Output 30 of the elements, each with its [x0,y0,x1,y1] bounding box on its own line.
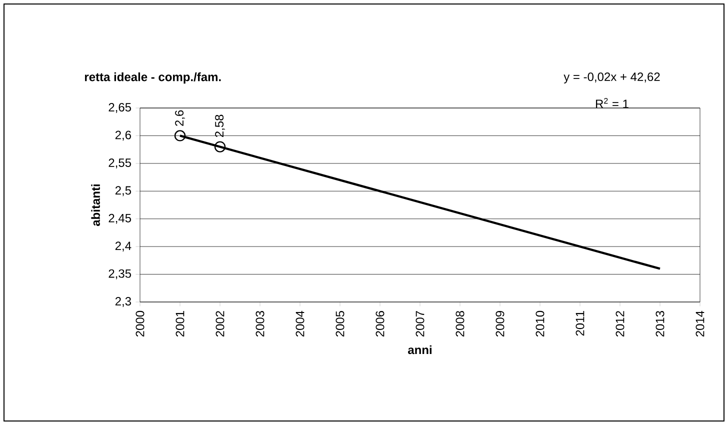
y-tick-label: 2,55 [108,158,132,168]
y-tick-label: 2,3 [115,297,132,307]
text: R$^{2}$ = 1 [596,98,628,108]
y-tick-label: 2,45 [108,214,132,224]
x-tick-label: 2000 [136,310,144,337]
x-tick-label: 2014 [696,310,704,337]
x-tick-label: 2009 [496,311,504,337]
x-tick-label: 2004 [296,310,304,337]
chart-title: retta ideale - comp./fam. [84,72,221,84]
y-tick-label: 2,5 [115,186,132,196]
x-tick-label: 2006 [376,310,384,337]
y-tick-label: 2,35 [108,269,132,280]
text: y = -0,02x + 42,62 [564,72,660,84]
x-tick-label: 2008 [456,310,464,337]
x-tick-label: 2002 [216,311,224,337]
y-axis-title: abitanti [91,184,100,226]
x-tick-label: 2003 [256,310,264,337]
x-tick-label: 2001 [176,311,184,337]
data-label: 2,58 [215,114,225,137]
y-tick-label: 2,65 [108,103,132,113]
x-tick-label: 2010 [536,310,544,337]
x-tick-label: 2011 [576,311,584,336]
data-label: 2,6 [175,110,185,126]
x-tick-label: 2007 [416,311,424,337]
y-tick-label: 2,6 [115,130,132,141]
y-tick-label: 2,4 [115,242,132,252]
x-tick-label: 2013 [656,310,664,337]
x-tick-label: 2005 [336,310,344,337]
x-axis-title: anni [408,345,432,354]
x-tick-label: 2012 [616,311,624,337]
